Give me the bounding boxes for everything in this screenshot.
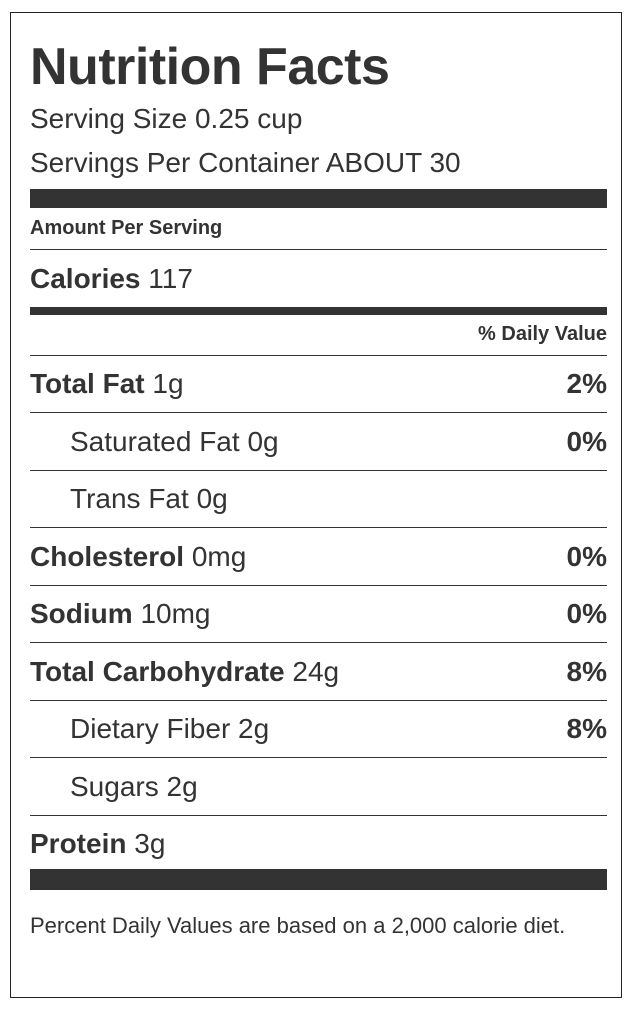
nutrient: Sodium 10mg: [30, 586, 211, 642]
amount-per-serving: Amount Per Serving: [30, 217, 223, 239]
rule: [30, 527, 607, 528]
rule: [30, 469, 607, 471]
nutrient-amount: 10mg: [140, 598, 211, 629]
rule: [30, 642, 607, 643]
nutrient-name: Total Fat: [30, 368, 145, 399]
nutrient-amount: 3g: [134, 828, 166, 859]
title: Nutrition Facts: [30, 38, 390, 96]
serving-size-value: 0.25 cup: [194, 103, 303, 134]
nutrient-amount: 2g: [238, 713, 270, 744]
calories: Calories 117: [30, 263, 193, 295]
rule: [30, 757, 607, 758]
servings-label: Servings Per Container: [30, 147, 320, 178]
nutrient-name: Cholesterol: [30, 540, 185, 572]
nutrient: Total Fat 1g: [30, 356, 184, 412]
serving-size: Serving Size 0.25 cup: [30, 103, 302, 135]
nutrient-row: Protein 3g: [30, 816, 607, 872]
nutrient-name: Sodium: [30, 598, 133, 629]
nutrient-name: Saturated Fat: [70, 425, 240, 457]
servings-value: ABOUT 30: [325, 147, 461, 178]
calories-value: 117: [148, 263, 193, 294]
serving-size-label: Serving Size: [30, 103, 188, 134]
nutrient: Sugars 2g: [70, 759, 198, 815]
daily-value: 8%: [566, 655, 607, 687]
nutrient-row: Dietary Fiber 2g 8%: [30, 701, 607, 757]
footnote: Percent Daily Values are based on a 2,00…: [30, 913, 566, 938]
nutrient-name: Total Carbohydrate: [30, 655, 285, 687]
daily-value: 2%: [566, 368, 607, 399]
nutrient-name: Sugars: [70, 770, 159, 802]
daily-value: 0%: [566, 598, 607, 629]
calories-label: Calories: [30, 263, 141, 294]
nutrient-amount: 0g: [247, 425, 279, 457]
medium-bar: [30, 307, 607, 315]
rule: [30, 814, 607, 816]
nutrient-name: Protein: [30, 828, 127, 859]
rule: [30, 249, 607, 250]
nutrient: Trans Fat 0g: [70, 471, 228, 527]
nutrient: Cholesterol 0mg: [30, 529, 246, 585]
nutrient-amount: 1g: [152, 368, 184, 399]
rule: [30, 412, 607, 413]
nutrient-row: Sugars 2g: [30, 759, 607, 815]
nutrient-amount: 2g: [166, 770, 198, 802]
nutrient-row: Sodium 10mg 0%: [30, 586, 607, 642]
nutrient-row: Saturated Fat 0g 0%: [30, 414, 607, 470]
nutrient-row: Trans Fat 0g: [30, 471, 607, 527]
daily-value: 0%: [566, 540, 607, 572]
thick-bar: [30, 189, 607, 208]
daily-value-header: % Daily Value: [478, 323, 607, 345]
nutrient-name: Dietary Fiber: [70, 713, 231, 744]
nutrient: Protein 3g: [30, 816, 165, 872]
thick-bar: [30, 869, 607, 890]
nutrient-name: Trans Fat: [70, 483, 189, 514]
nutrient-row: Cholesterol 0mg 0%: [30, 529, 607, 585]
nutrient: Saturated Fat 0g: [70, 414, 279, 470]
nutrient-amount: 0mg: [191, 540, 247, 572]
daily-value: 8%: [566, 713, 607, 744]
nutrient: Dietary Fiber 2g: [70, 701, 269, 757]
nutrient: Total Carbohydrate 24g: [30, 644, 339, 700]
nutrient-row: Total Carbohydrate 24g 8%: [30, 644, 607, 700]
nutrient-amount: 0g: [196, 483, 228, 514]
nutrient-row: Total Fat 1g 2%: [30, 356, 607, 412]
daily-value: 0%: [566, 425, 607, 457]
nutrition-label: Nutrition Facts Serving Size 0.25 cup Se…: [10, 12, 622, 998]
rule: [30, 584, 607, 586]
nutrient-amount: 24g: [292, 655, 340, 687]
servings-per-container: Servings Per Container ABOUT 30: [30, 147, 461, 179]
rule: [30, 355, 607, 356]
rule: [30, 699, 607, 701]
